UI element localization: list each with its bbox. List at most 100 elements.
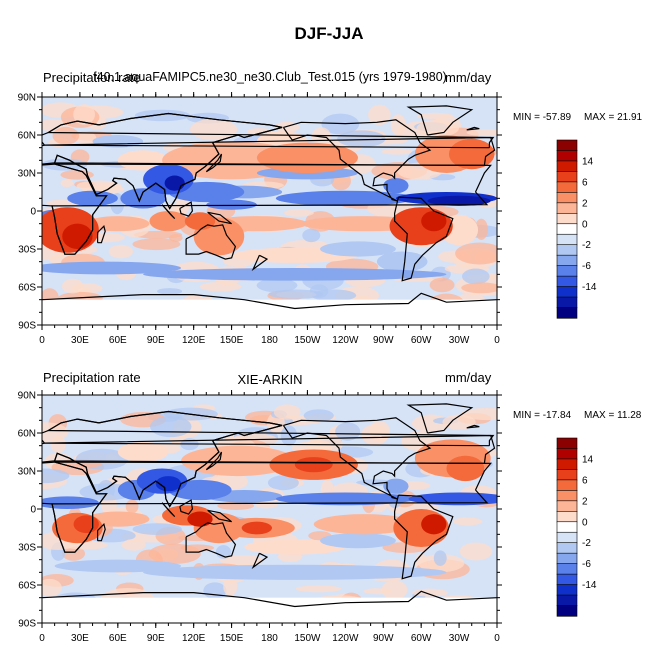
colorbar-swatch	[556, 296, 578, 309]
colorbar-swatch	[556, 139, 578, 152]
precip-anomaly-region	[320, 533, 396, 549]
precip-field-cell	[134, 109, 191, 122]
precip-field-cell	[381, 580, 408, 600]
x-tick-label: 150W	[294, 633, 321, 644]
y-tick-label: 90N	[18, 93, 36, 104]
colorbar-label: 0	[582, 517, 588, 528]
precip-field-cell	[42, 422, 69, 443]
colorbar-swatch	[556, 500, 578, 512]
coastline	[179, 201, 194, 217]
coastline	[44, 136, 495, 149]
precip-field-cell	[52, 126, 80, 145]
precip-field-cell	[254, 501, 278, 509]
coastline	[251, 254, 269, 272]
precip-field-cell	[412, 588, 449, 597]
colorbar-label: 6	[582, 475, 588, 486]
coastline	[207, 211, 232, 225]
colorbar-swatch	[556, 202, 578, 214]
precip-field-cell	[295, 585, 342, 593]
x-tick-label: 120E	[182, 335, 206, 346]
y-tick-label: 30N	[18, 467, 36, 478]
panel1-min-label: MIN = -57.89	[513, 112, 572, 123]
colorbar-swatch	[556, 458, 578, 471]
precip-field-cell	[283, 209, 314, 217]
coastline	[42, 590, 497, 608]
precip-field-cell	[61, 546, 86, 561]
coastline	[97, 523, 106, 542]
precip-field-cell	[280, 425, 298, 446]
precip-anomaly-region	[313, 514, 415, 535]
y-tick-label: 60S	[18, 581, 36, 592]
x-tick-label: 60E	[109, 335, 127, 346]
coastline	[161, 204, 176, 220]
colorbar-swatch	[556, 448, 578, 460]
precip-field-cell	[156, 288, 183, 295]
precip-field-cell	[335, 422, 361, 441]
precip-field-cell	[452, 517, 483, 526]
colorbar-swatch	[556, 437, 578, 450]
x-tick-label: 150E	[220, 633, 244, 644]
precip-anomaly-region	[62, 223, 93, 249]
precip-field-cell	[125, 499, 139, 514]
coastline	[97, 225, 106, 244]
colorbar-swatch	[556, 265, 578, 277]
precip-anomaly-region	[187, 511, 213, 527]
coastline	[466, 424, 480, 429]
precip-field-cell	[429, 277, 455, 293]
precip-field-cell	[60, 179, 74, 188]
precip-anomaly-region	[149, 211, 188, 232]
precip-field-cell	[246, 128, 273, 135]
precip-field-cell	[73, 104, 95, 125]
panel2-max-label: MAX = 11.28	[584, 410, 642, 421]
coastline	[179, 499, 194, 515]
colorbar-swatch	[556, 307, 578, 319]
precip-anomaly-region	[143, 268, 447, 281]
precip-field-cell	[474, 218, 488, 240]
colorbar-swatch	[556, 542, 578, 554]
coastline	[466, 126, 480, 131]
precip-anomaly-region	[408, 492, 497, 506]
precip-field-cell	[302, 228, 321, 243]
precip-anomaly-region	[86, 511, 150, 527]
precip-field-cell	[108, 244, 134, 259]
coastline	[42, 292, 497, 310]
colorbar-label: -2	[582, 240, 591, 251]
colorbar-swatch	[556, 521, 578, 533]
colorbar-swatch	[556, 573, 578, 586]
x-tick-label: 30W	[449, 633, 470, 644]
colorbar-label: -14	[582, 580, 597, 591]
coastline	[251, 552, 269, 570]
x-tick-label: 60W	[411, 633, 432, 644]
coastline	[42, 112, 283, 210]
coastline	[185, 522, 237, 558]
panel1-plot: 0 30E 60E 90E 120E 150E 180 150W 120W 90W 60W 30W 09…	[18, 92, 502, 346]
x-tick-label: 60W	[411, 335, 432, 346]
precip-anomaly-region	[448, 138, 495, 170]
x-tick-label: 180	[261, 335, 278, 346]
near-zero-band	[42, 597, 497, 623]
colorbar-label: -2	[582, 538, 591, 549]
precip-field-cell	[223, 577, 238, 596]
precip-anomaly-region	[42, 496, 99, 509]
precip-anomaly-region	[421, 514, 447, 535]
precip-field-cell	[219, 555, 264, 566]
x-tick-label: 60E	[109, 633, 127, 644]
colorbar-swatch	[556, 469, 578, 481]
x-tick-label: 0	[494, 335, 500, 346]
coastline	[161, 502, 176, 518]
precip-anomaly-region	[67, 190, 118, 206]
precip-field-cell	[273, 404, 301, 420]
coastline	[42, 410, 283, 508]
precip-field-cell	[76, 180, 122, 192]
precip-field-cell	[256, 278, 298, 293]
colorbar-swatch	[556, 584, 578, 596]
panel1-colorbar: 14 6 2 0 -2 -6 -14	[556, 139, 597, 319]
colorbar-label: 14	[582, 156, 594, 167]
x-tick-label: 120W	[332, 335, 359, 346]
precip-field-cell	[215, 545, 232, 559]
x-tick-label: 0	[39, 633, 45, 644]
precip-field-cell	[121, 539, 146, 551]
precip-field-cell	[60, 169, 94, 180]
colorbar-label: 0	[582, 219, 588, 230]
